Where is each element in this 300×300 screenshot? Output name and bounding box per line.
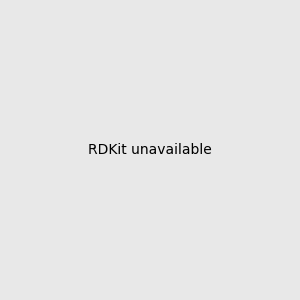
Text: RDKit unavailable: RDKit unavailable bbox=[88, 143, 212, 157]
